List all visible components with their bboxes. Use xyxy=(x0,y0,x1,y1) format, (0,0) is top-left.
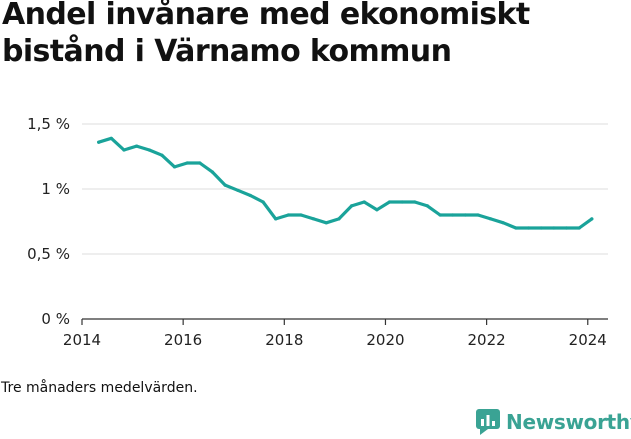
data-point xyxy=(274,217,278,221)
data-point xyxy=(248,193,253,198)
data-point xyxy=(590,217,594,221)
data-point xyxy=(349,204,354,208)
data-point xyxy=(489,217,493,221)
data-point xyxy=(552,226,556,230)
brand-logo[interactable]: Newsworthy xyxy=(476,407,631,437)
tick-labels: 0 % 0,5 % 1 % 1,5 % 2014 2016 2018 2020 2022 2024 xyxy=(27,115,607,349)
chart-footnote: Tre månaders medelvärden. xyxy=(1,380,198,396)
line-chart: 0 % 0,5 % 1 % 1,5 % 2014 2016 2018 2020 2022 2024 xyxy=(27,115,608,349)
data-point xyxy=(425,204,430,208)
y-tick-label: 0 % xyxy=(41,310,70,328)
x-tick-label: 2024 xyxy=(569,331,607,349)
gridlines xyxy=(82,123,608,255)
data-point xyxy=(337,217,341,221)
data-point xyxy=(172,165,177,169)
data-point xyxy=(514,226,518,230)
brand-name: Newsworthy xyxy=(506,410,631,434)
data-point xyxy=(236,188,240,192)
data-point xyxy=(135,144,139,148)
data-point xyxy=(387,200,392,204)
data-point xyxy=(463,213,467,217)
data-point xyxy=(413,200,417,204)
data-point xyxy=(451,213,455,217)
data-point xyxy=(109,136,113,140)
data-point xyxy=(261,200,265,204)
data-point xyxy=(198,161,202,165)
data-point xyxy=(185,161,189,165)
axes xyxy=(81,318,608,325)
data-point xyxy=(362,200,366,204)
data-point xyxy=(400,200,404,204)
data-point xyxy=(476,213,480,217)
x-tick-label: 2022 xyxy=(468,331,506,349)
data-point xyxy=(97,140,101,144)
data-point xyxy=(501,221,505,225)
x-tick-label: 2016 xyxy=(164,331,202,349)
x-tick-label: 2014 xyxy=(63,331,101,349)
data-point xyxy=(438,213,442,217)
data-point xyxy=(122,148,126,152)
data-point xyxy=(299,213,303,217)
data-point xyxy=(210,170,215,174)
data-point xyxy=(539,226,543,230)
data-point xyxy=(564,226,569,230)
data-point xyxy=(223,183,227,187)
data-point xyxy=(577,226,581,230)
data-point xyxy=(312,217,316,221)
y-tick-label: 1,5 % xyxy=(27,115,70,133)
data-point xyxy=(375,208,379,212)
y-tick-label: 0,5 % xyxy=(27,245,70,263)
data-point xyxy=(286,213,290,217)
x-tick-label: 2018 xyxy=(265,331,303,349)
newsworthy-logo-icon xyxy=(476,409,500,435)
series-line xyxy=(97,136,594,230)
data-point xyxy=(526,226,531,230)
series-lines xyxy=(97,136,594,230)
data-point xyxy=(147,148,151,152)
y-tick-label: 1 % xyxy=(41,180,70,198)
data-point xyxy=(324,221,328,225)
x-tick-label: 2020 xyxy=(366,331,404,349)
data-point xyxy=(160,153,164,157)
chart-title: Andel invånare med ekonomiskt bistånd i … xyxy=(2,0,530,69)
